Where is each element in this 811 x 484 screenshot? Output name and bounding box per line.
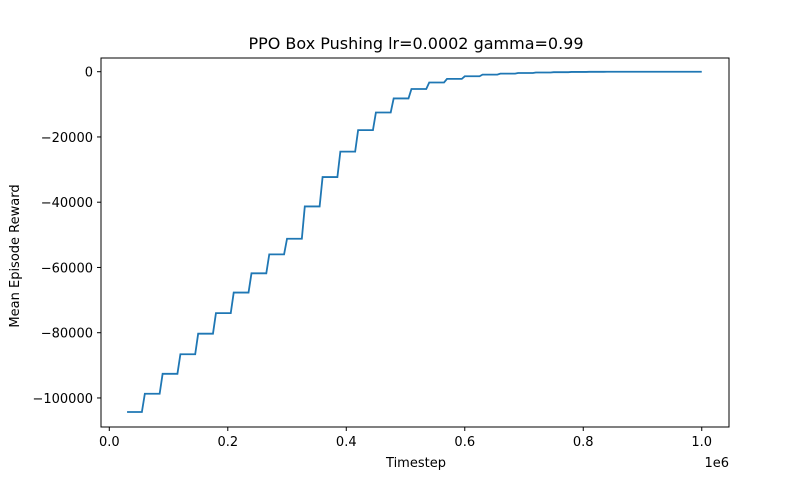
y-tick-label: −60000 [41,261,93,276]
series-line [127,70,702,413]
y-tick-label: −100000 [32,392,93,407]
y-tick-label: 0 [85,66,93,81]
plot-frame [100,57,730,428]
x-tick-label: 0.4 [336,435,357,450]
x-tick-label: 1.0 [691,435,712,450]
axis-ticks: 0.0 0.2 0.4 0.6 0.8 1.0 0 −20000 −40000 −60000 −80… [32,66,712,450]
y-tick-label: −80000 [41,327,93,342]
chart-title: PPO Box Pushing lr=0.0002 gamma=0.99 [248,34,583,53]
x-tick-label: 0.6 [454,435,475,450]
x-tick-label: 0.2 [217,435,238,450]
y-tick-label: −40000 [41,196,93,211]
y-tick-label: −20000 [41,131,93,146]
x-axis-offset-label: 1e6 [704,456,729,471]
x-axis-label: Timestep [385,456,446,471]
x-tick-label: 0.8 [573,435,594,450]
x-tick-label: 0.0 [99,435,120,450]
plot-area [100,57,730,428]
y-axis-label: Mean Episode Reward [8,184,23,327]
